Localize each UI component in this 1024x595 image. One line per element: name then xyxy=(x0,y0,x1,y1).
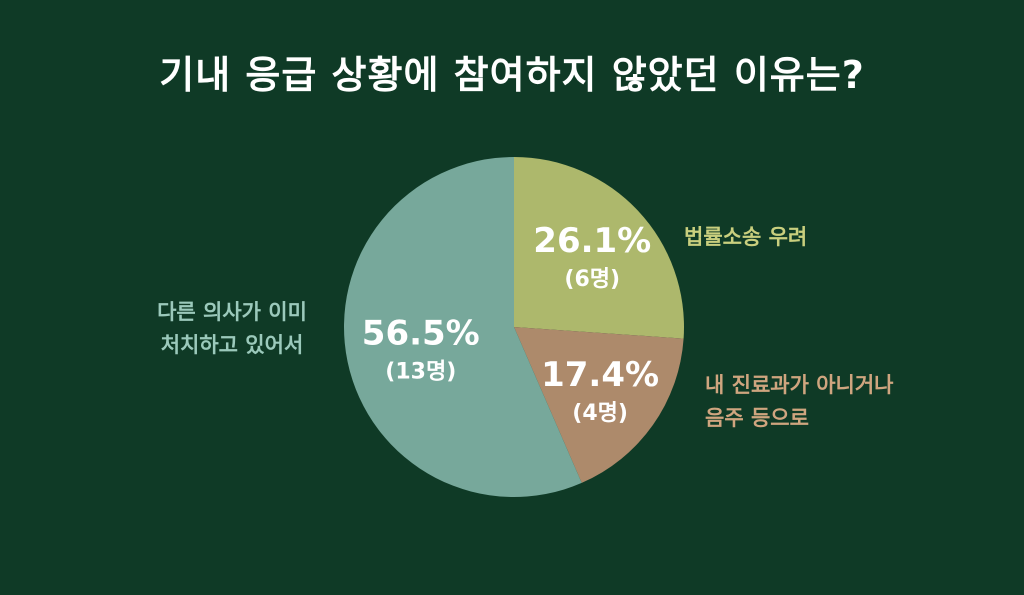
legend-line: 음주 등으로 xyxy=(705,406,809,430)
chart-title: 기내 응급 상황에 참여하지 않았던 이유는? xyxy=(159,53,865,97)
legend-label-not-specialty: 내 진료과가 아니거나 음주 등으로 xyxy=(705,369,965,435)
data-label-percent: 17.4% xyxy=(541,355,659,395)
legend-label-other-doctor: 다른 의사가 이미 처치하고 있어서 xyxy=(127,296,337,362)
data-label-count: (4명) xyxy=(572,401,628,426)
data-label-percent: 26.1% xyxy=(533,221,651,261)
data-label-percent: 56.5% xyxy=(362,313,480,353)
legend-line: 처치하고 있어서 xyxy=(160,333,304,357)
slice-not-specialty xyxy=(514,327,684,483)
slice-other-doctor xyxy=(344,157,582,497)
legend-line: 내 진료과가 아니거나 xyxy=(705,373,894,397)
slice-lawsuit xyxy=(514,157,684,339)
data-label-count: (6명) xyxy=(564,267,620,292)
data-label-count: (13명) xyxy=(385,359,456,384)
legend-label-lawsuit: 법률소송 우려 xyxy=(684,221,884,254)
legend-line: 법률소송 우려 xyxy=(684,225,808,249)
legend-line: 다른 의사가 이미 xyxy=(157,300,307,324)
